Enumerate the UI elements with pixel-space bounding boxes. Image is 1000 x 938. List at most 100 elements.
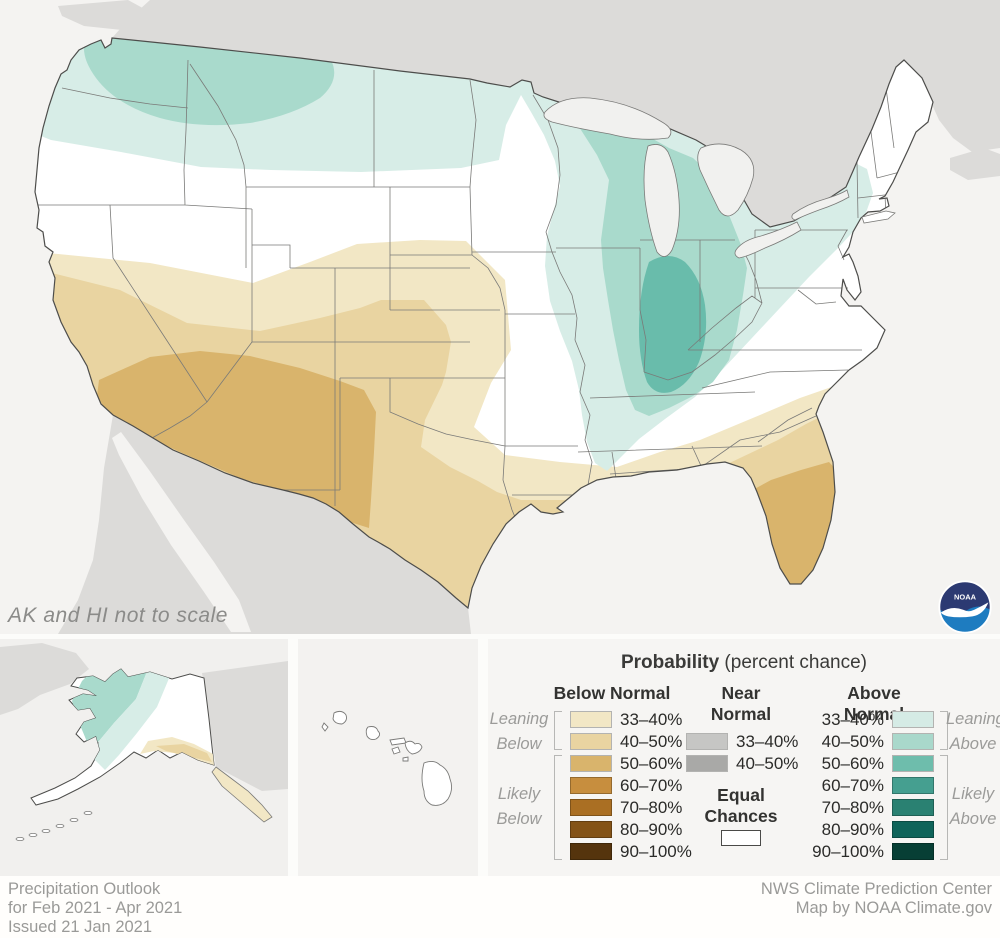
swatch-near-40-50 [686,755,728,772]
legend-title-bold: Probability [620,652,720,673]
alaska-inset-svg [0,639,288,876]
swatch-below-60-70 [570,777,612,794]
swatch-below-40-50 [570,733,612,750]
legend-panel: Probability (percent chance) Below Norma… [488,639,1000,876]
legend-row-below-60-70: 60–70% [570,776,682,795]
swatch-equal-chances [721,830,761,846]
island-oahu [365,726,381,741]
hawaii-ocean [298,639,478,876]
footer-credits: NWS Climate Prediction Center Map by NOA… [761,880,992,918]
noaa-logo-sky [938,580,992,614]
above-normal-header: Above Normal [843,683,905,724]
vancouver-island [58,0,150,30]
lake-erie [734,221,802,259]
aleutian-islands [15,811,93,841]
footer-map-credit: Map by NOAA Climate.gov [795,899,992,917]
swatch-below-33-40 [570,711,612,728]
group-label-leaning-below: Leaning Below [489,710,549,753]
nova-scotia [950,148,1000,180]
swatch-above-70-80 [892,799,934,816]
island-kahoolawe [402,756,409,762]
group-label-leaning-above: Leaning Above [946,710,1000,753]
state-borders [36,59,901,525]
near-normal-header: Near Normal [710,683,772,724]
island-lanai [391,746,401,755]
footer-issued-date: Issued 21 Jan 2021 [8,918,153,936]
footer-outlook-info: Precipitation Outlook for Feb 2021 - Apr… [8,880,182,937]
alaska-inset-map [0,639,288,876]
swatch-above-80-90 [892,821,934,838]
swatch-above-60-70 [892,777,934,794]
lake-superior [543,97,672,140]
hawaii-islands [321,710,453,806]
ak-region-below-40-50 [156,744,212,762]
footer: Precipitation Outlook for Feb 2021 - Apr… [0,876,1000,938]
scale-note: AK and HI not to scale [8,604,228,627]
lake-ontario [791,189,850,221]
footer-period: for Feb 2021 - Apr 2021 [8,899,183,917]
swatch-above-33-40 [892,711,934,728]
legend-row-above-70-80: 70–80% [780,798,940,817]
island-maui [404,740,423,755]
equal-chances-label: Equal Chances [704,785,778,826]
legend-row-above-40-50: 40–50% [780,732,940,751]
island-kauai [332,710,347,725]
legend-row-below-33-40: 33–40% [570,710,682,729]
island-hawaii [421,760,453,806]
legend-row-below-50-60: 50–60% [570,754,682,773]
canada-landmass-ak [202,661,288,791]
swatch-below-70-80 [570,799,612,816]
swatch-above-50-60 [892,755,934,772]
gulf-of-california [112,432,251,632]
bracket-likely-below [554,755,562,860]
footer-source: NWS Climate Prediction Center [760,880,992,898]
noaa-logo-text: NOAA [954,593,977,602]
great-lakes [543,97,896,259]
russia-landmass [0,643,89,715]
below-normal-header: Below Normal [553,683,671,703]
noaa-logo: NOAA [937,579,993,635]
alaska-panhandle [211,766,273,823]
long-island [861,210,896,224]
legend-row-below-70-80: 70–80% [570,798,682,817]
swatch-below-80-90 [570,821,612,838]
noaa-logo-gull-icon [940,602,989,618]
legend-row-near-40-50: 40–50% [686,754,798,773]
swatch-above-90-100 [892,843,934,860]
bracket-likely-above [940,755,948,860]
ak-region-above-33-40 [94,669,170,770]
noaa-logo-ring [938,580,992,634]
hawaii-inset-map [298,639,478,876]
island-niihau [321,722,329,732]
swatch-above-40-50 [892,733,934,750]
legend-title-rest: (percent chance) [719,652,868,673]
swatch-below-90-100 [570,843,612,860]
legend-row-below-40-50: 40–50% [570,732,682,751]
legend-row-above-80-90: 80–90% [780,820,940,839]
group-label-likely-below: Likely Below [496,785,542,828]
conus-map-svg [34,0,1000,634]
legend-title: Probability (percent chance) [488,652,1000,674]
region-above-50-60-ohio-valley [639,256,707,393]
legend-row-above-60-70: 60–70% [780,776,940,795]
legend-row-below-80-90: 80–90% [570,820,682,839]
lake-huron [697,143,755,217]
legend-row-below-90-100: 90–100% [570,842,692,861]
bracket-leaning-below [554,711,562,750]
noaa-logo-svg: NOAA [938,580,992,634]
legend-row-above-33-40: 33–40% [780,710,940,729]
conus-map: AK and HI not to scale NOAA [8,0,1000,635]
hawaii-inset-svg [298,639,478,876]
lake-michigan [643,144,680,257]
swatch-below-50-60 [570,755,612,772]
bracket-leaning-above [940,711,948,750]
swatch-near-33-40 [686,733,728,750]
group-label-likely-above: Likely Above [949,785,997,828]
region-below-50-60-florida [749,462,839,588]
footer-title: Precipitation Outlook [8,880,161,898]
mexico-landmass [58,415,471,634]
region-below-50-60-southwest [97,351,376,528]
legend-row-near-33-40: 33–40% [686,732,798,751]
ak-region-above-40-50 [72,669,148,749]
